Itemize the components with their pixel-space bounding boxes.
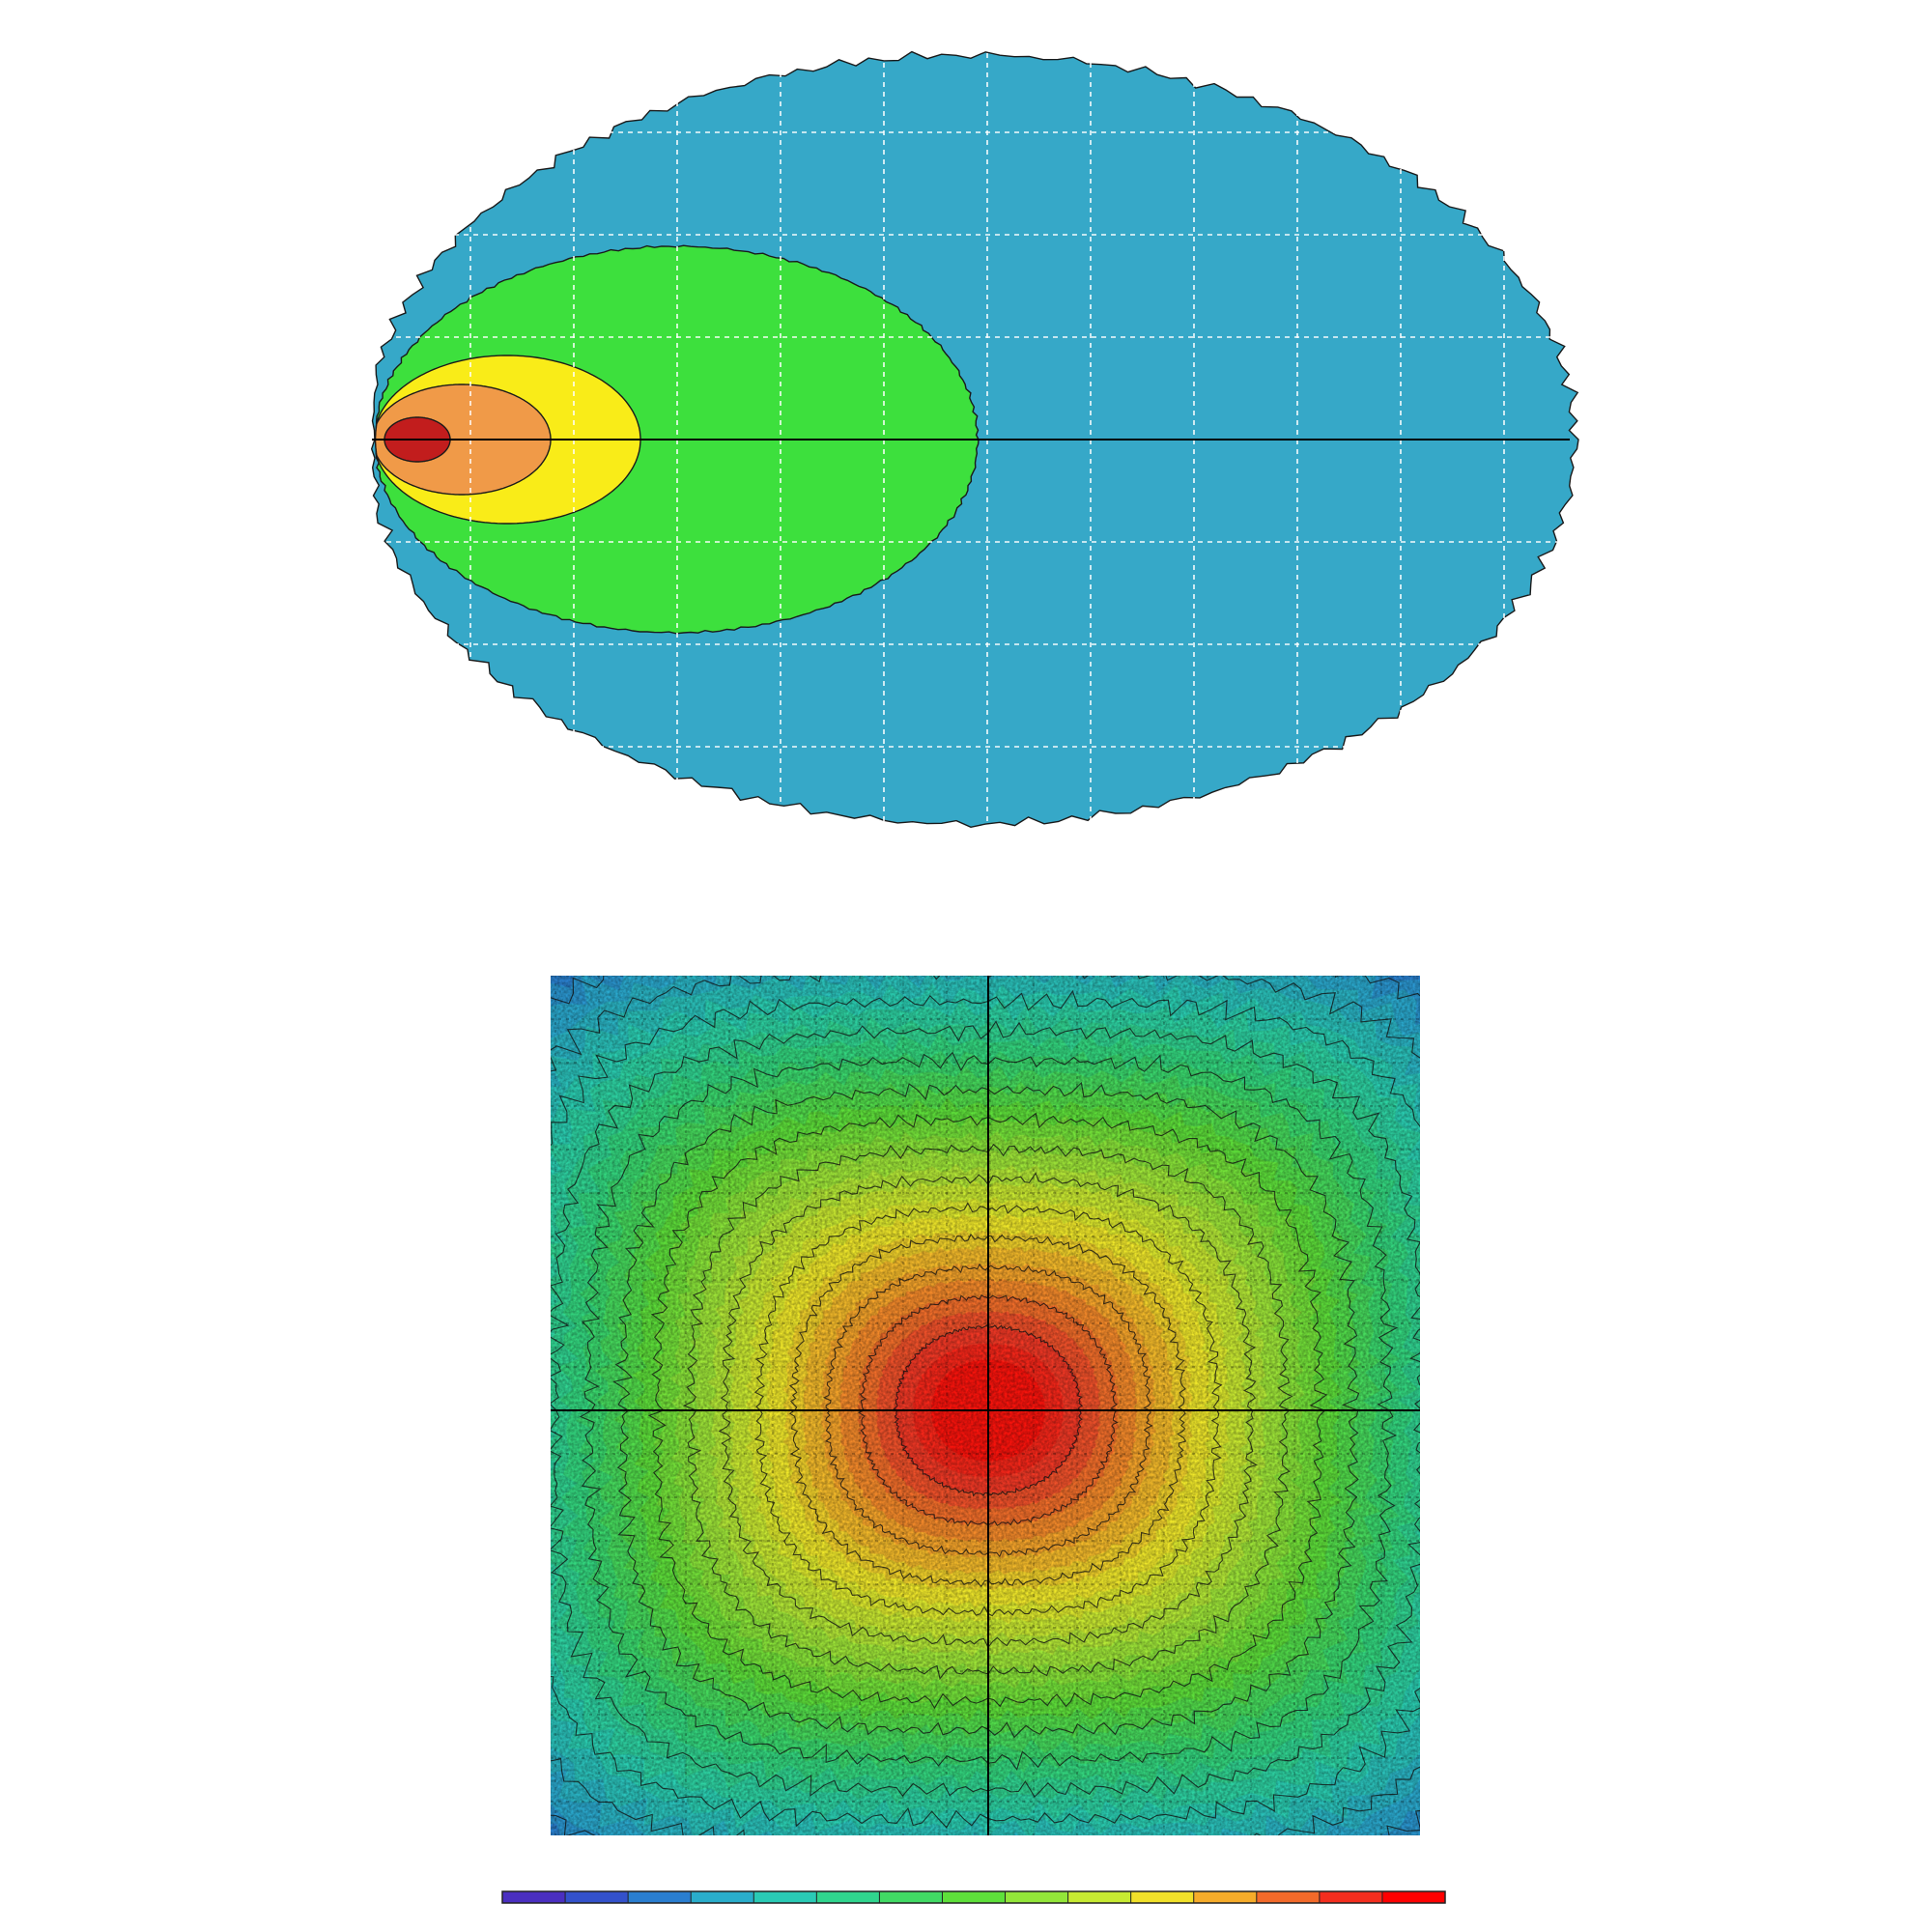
colorbar-segment bbox=[1256, 1891, 1321, 1903]
contour-plot bbox=[366, 24, 1579, 850]
colorbar-segment bbox=[1381, 1891, 1446, 1903]
colorbar-segment bbox=[879, 1891, 943, 1903]
colorbar-frame bbox=[501, 1890, 1446, 1904]
colorbar-segment bbox=[1193, 1891, 1258, 1903]
colorbar-segment bbox=[753, 1891, 817, 1903]
colorbar-segment bbox=[1319, 1891, 1383, 1903]
colorbar-segment bbox=[1067, 1891, 1132, 1903]
noise-texture bbox=[551, 976, 1420, 1835]
colorbar-segment bbox=[816, 1891, 880, 1903]
colorbar-segment bbox=[1005, 1891, 1069, 1903]
density-heatmap bbox=[551, 976, 1420, 1835]
colorbar bbox=[501, 1890, 1446, 1904]
colorbar-segment bbox=[502, 1891, 566, 1903]
contour-line bbox=[551, 989, 1420, 1829]
colorbar-segment bbox=[942, 1891, 1007, 1903]
colorbar-segment bbox=[628, 1891, 692, 1903]
colorbar-segment bbox=[691, 1891, 754, 1903]
colorbar-segment bbox=[1130, 1891, 1195, 1903]
colorbar-segment bbox=[565, 1891, 629, 1903]
contour-line bbox=[551, 976, 1420, 1835]
